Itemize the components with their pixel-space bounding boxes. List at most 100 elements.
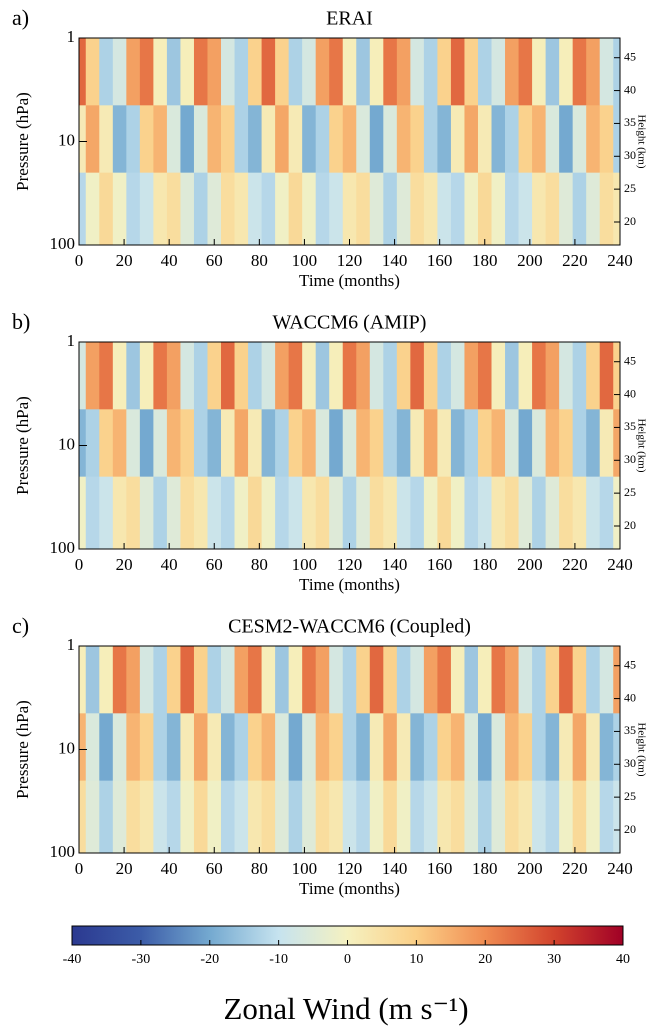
heat-cell xyxy=(207,713,222,782)
heat-cell xyxy=(477,780,492,854)
heat-cell xyxy=(586,105,601,174)
heat-cell xyxy=(505,409,519,478)
heat-cell xyxy=(180,409,195,478)
colorbar-tick-label: -20 xyxy=(200,952,219,967)
heat-cell xyxy=(505,38,519,106)
heat-cell xyxy=(518,409,533,478)
heat-cell xyxy=(464,476,479,550)
y-tick-label: 1 xyxy=(67,331,76,350)
heat-cell xyxy=(505,713,519,782)
y2-tick-label: 40 xyxy=(624,690,636,704)
heat-cell xyxy=(342,38,357,106)
heat-cell xyxy=(450,476,465,550)
heat-cell xyxy=(248,476,262,550)
x-tick-label: 40 xyxy=(161,859,178,878)
heat-cell xyxy=(221,646,235,714)
heat-cell xyxy=(79,38,87,106)
heat-cell xyxy=(99,172,114,246)
heat-cell xyxy=(79,105,87,174)
heat-cell xyxy=(383,105,398,174)
heat-cell xyxy=(139,105,154,174)
heat-cell xyxy=(396,38,411,106)
heat-cell xyxy=(112,646,127,714)
heat-cell xyxy=(599,476,614,550)
heat-cell xyxy=(518,646,533,714)
heat-cell xyxy=(275,409,290,478)
heat-cell xyxy=(85,38,100,106)
heat-cell xyxy=(315,409,330,478)
heat-cell xyxy=(356,172,371,246)
heat-cell xyxy=(437,646,452,714)
heat-cell xyxy=(288,780,303,854)
heat-cell xyxy=(221,172,235,246)
heat-cell xyxy=(545,476,560,550)
x-tick-label: 220 xyxy=(562,859,588,878)
heat-cell xyxy=(79,409,87,478)
y-tick-label: 100 xyxy=(50,538,76,557)
heat-cell xyxy=(248,409,262,478)
heat-cell xyxy=(545,409,560,478)
x-tick-label: 180 xyxy=(472,555,498,574)
heat-cell xyxy=(410,342,425,410)
heat-cell xyxy=(302,38,317,106)
heat-cell xyxy=(180,646,195,714)
heat-cell xyxy=(315,172,330,246)
heat-cell xyxy=(126,342,141,410)
heat-cell xyxy=(423,646,438,714)
heat-cell xyxy=(207,172,222,246)
heat-cell xyxy=(369,409,384,478)
heat-cell xyxy=(477,646,492,714)
x-axis-label: Time (months) xyxy=(299,879,400,898)
heat-cell xyxy=(505,172,519,246)
heat-cell xyxy=(586,780,601,854)
heat-cell xyxy=(599,105,614,174)
heat-cell xyxy=(518,172,533,246)
heat-cell xyxy=(383,646,398,714)
heat-cell xyxy=(234,172,249,246)
heat-cell xyxy=(112,409,127,478)
heat-cell xyxy=(85,476,100,550)
heat-cell xyxy=(545,172,560,246)
heat-cell xyxy=(153,105,168,174)
heat-cell xyxy=(153,713,168,782)
heat-cell xyxy=(572,172,587,246)
y2-axis-label: Height (km) xyxy=(635,418,647,472)
heat-cell xyxy=(99,780,114,854)
heat-cell xyxy=(79,713,87,782)
heat-cell xyxy=(315,105,330,174)
heat-cell xyxy=(545,38,560,106)
heat-cell xyxy=(207,476,222,550)
heat-cell xyxy=(261,476,276,550)
heat-cell xyxy=(505,342,519,410)
x-tick-label: 80 xyxy=(251,859,268,878)
heat-cell xyxy=(342,105,357,174)
heat-cell xyxy=(288,38,303,106)
heat-cell xyxy=(613,105,621,174)
y-tick-label: 100 xyxy=(50,842,76,861)
heat-cell xyxy=(532,780,547,854)
heat-cell xyxy=(356,780,371,854)
heat-cell xyxy=(207,780,222,854)
heat-cell xyxy=(477,476,492,550)
heat-cell xyxy=(396,342,411,410)
heat-cell xyxy=(437,105,452,174)
heat-cell xyxy=(234,476,249,550)
heat-cell xyxy=(139,713,154,782)
heat-cell xyxy=(139,780,154,854)
heat-cell xyxy=(139,38,154,106)
x-tick-label: 240 xyxy=(607,555,633,574)
heat-cell xyxy=(261,38,276,106)
heat-cell xyxy=(193,780,208,854)
colorbar-tick-label: 40 xyxy=(616,952,630,967)
heat-cell xyxy=(464,646,479,714)
y2-axis-label: Height (km) xyxy=(635,114,647,168)
heat-cell xyxy=(85,409,100,478)
heat-cell xyxy=(126,409,141,478)
heat-cell xyxy=(410,409,425,478)
heat-cell xyxy=(261,646,276,714)
heat-cell xyxy=(437,780,452,854)
y2-axis-label: Height (km) xyxy=(635,722,647,776)
y2-tick-label: 45 xyxy=(624,49,636,63)
x-tick-label: 140 xyxy=(382,859,408,878)
